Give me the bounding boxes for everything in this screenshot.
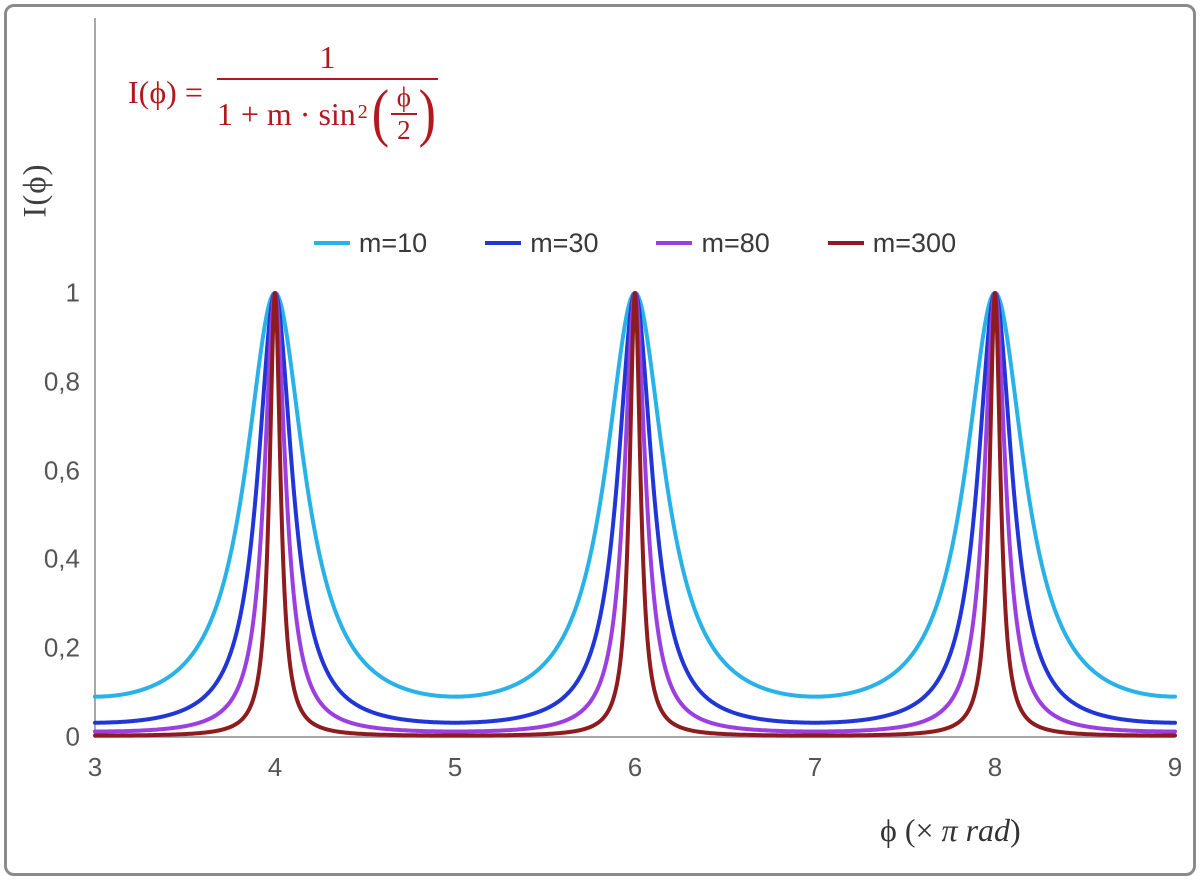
series-line-m=30 xyxy=(93,291,1177,725)
y-tick-label: 0 xyxy=(65,721,80,752)
y-axis-title: I(ϕ) xyxy=(17,163,54,218)
inner-numerator: ϕ xyxy=(396,82,411,113)
formula-inner-fraction: ϕ 2 xyxy=(391,84,417,144)
formula-denominator: 1 + m · sin 2 ( ϕ 2 ) xyxy=(216,77,438,150)
x-tick-label: 8 xyxy=(987,752,1003,782)
legend-label: m=300 xyxy=(872,227,957,258)
series-line-m=300 xyxy=(93,291,1177,738)
legend-label: m=10 xyxy=(358,227,428,258)
formula-annotation: I(ϕ) = 1 1 + m · sin 2 ( ϕ 2 ) xyxy=(128,39,438,150)
legend-label: m=30 xyxy=(530,227,599,258)
legend-item-m=300: m=300 xyxy=(827,227,957,259)
legend-swatch xyxy=(656,241,693,245)
y-tick-label: 1 xyxy=(65,277,80,308)
y-tick-label: 0,8 xyxy=(43,366,80,397)
legend-swatch xyxy=(827,241,864,245)
formula-numerator: 1 xyxy=(319,39,336,75)
legend-item-m=30: m=30 xyxy=(485,228,598,259)
close-paren: ) xyxy=(418,77,436,150)
open-paren: ( xyxy=(371,77,390,150)
x-axis-title: ϕ (× π rad) xyxy=(880,812,1021,848)
formula-lhs: I(ϕ) = xyxy=(128,73,203,110)
legend-swatch xyxy=(485,241,522,245)
x-tick-label: 7 xyxy=(807,752,823,782)
x-tick-label: 9 xyxy=(1167,752,1183,782)
x-tick-label: 3 xyxy=(87,752,103,782)
x-tick-label: 5 xyxy=(447,752,463,782)
x-tick-label: 4 xyxy=(267,752,283,782)
chart-legend: m=10 m=30 m=80 m=300 xyxy=(95,224,1175,262)
inner-denominator: 2 xyxy=(391,113,417,144)
formula-exponent: 2 xyxy=(357,101,368,124)
x-tick-label: 6 xyxy=(627,752,643,782)
legend-label: m=80 xyxy=(701,227,770,258)
y-tick-label: 0,2 xyxy=(43,632,80,663)
formula-fraction: 1 1 + m · sin 2 ( ϕ 2 ) xyxy=(216,39,438,150)
formula-den-prefix: 1 + m · sin xyxy=(216,95,356,132)
legend-item-m=80: m=80 xyxy=(656,227,770,259)
y-tick-label: 0,6 xyxy=(43,455,80,486)
legend-item-m=10: m=10 xyxy=(313,227,428,259)
y-tick-label: 0,4 xyxy=(43,543,80,574)
series-line-m=80 xyxy=(93,291,1177,734)
legend-swatch xyxy=(313,241,350,245)
